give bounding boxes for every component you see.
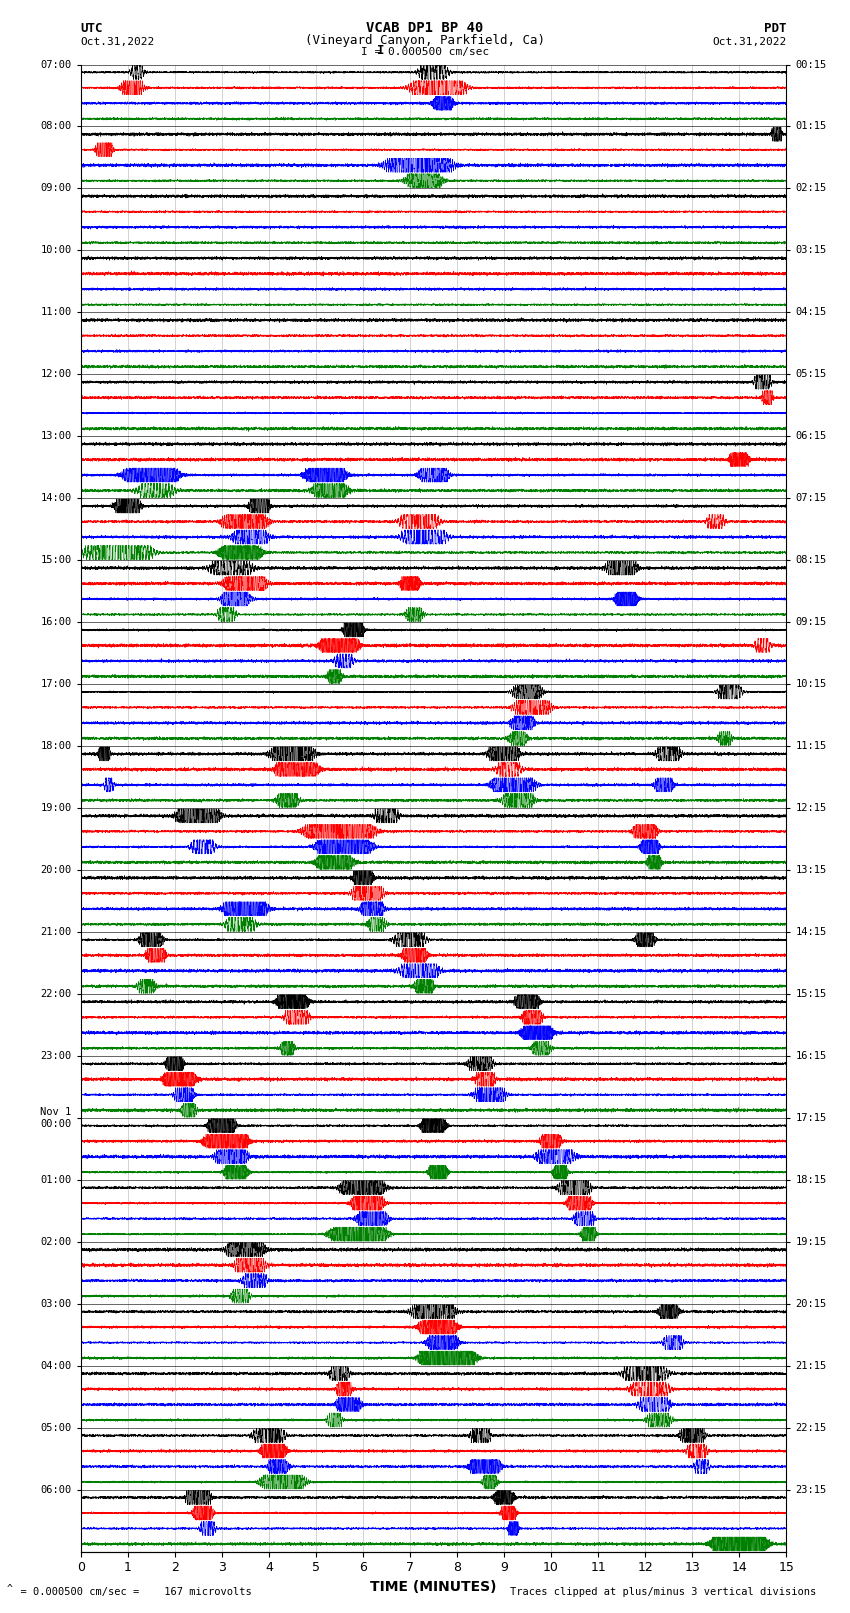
Text: UTC: UTC: [81, 21, 103, 35]
Text: (Vineyard Canyon, Parkfield, Ca): (Vineyard Canyon, Parkfield, Ca): [305, 34, 545, 47]
Text: Oct.31,2022: Oct.31,2022: [81, 37, 155, 47]
Text: ^: ^: [7, 1584, 13, 1594]
Text: = 0.000500 cm/sec =    167 microvolts: = 0.000500 cm/sec = 167 microvolts: [8, 1587, 252, 1597]
Text: I: I: [377, 44, 384, 58]
Text: PDT: PDT: [764, 21, 786, 35]
Text: I = 0.000500 cm/sec: I = 0.000500 cm/sec: [361, 47, 489, 58]
Text: VCAB DP1 BP 40: VCAB DP1 BP 40: [366, 21, 484, 35]
Text: Oct.31,2022: Oct.31,2022: [712, 37, 786, 47]
Text: Traces clipped at plus/minus 3 vertical divisions: Traces clipped at plus/minus 3 vertical …: [510, 1587, 816, 1597]
X-axis label: TIME (MINUTES): TIME (MINUTES): [371, 1581, 496, 1594]
